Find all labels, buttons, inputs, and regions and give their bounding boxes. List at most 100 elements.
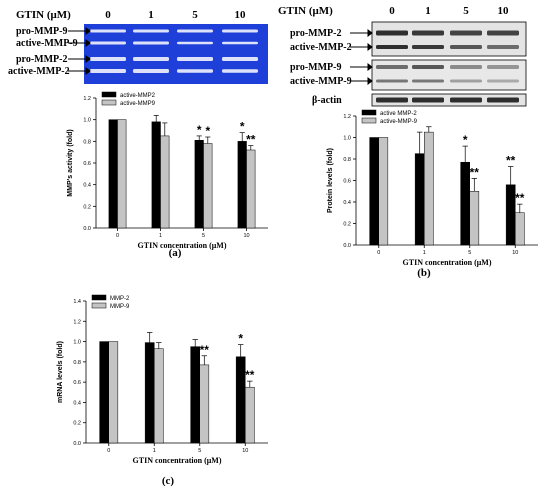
bar-active-mmp2	[194, 140, 204, 229]
western-band	[412, 45, 444, 49]
legend-label: active-MMP-9	[380, 119, 418, 125]
y-tick-label: 1.2	[343, 114, 351, 120]
zymogram-band-label: pro-MMP-2	[16, 54, 67, 65]
significance-mark: *	[240, 120, 245, 134]
western-band	[487, 79, 519, 83]
legend-swatch	[101, 91, 117, 98]
western-lane-label: 10	[498, 5, 510, 17]
x-tick-label: 1	[423, 250, 426, 256]
western-band	[450, 79, 482, 83]
western-band	[450, 30, 482, 36]
western-band-label: active-MMP-9	[290, 76, 352, 87]
zymogram-band	[90, 57, 126, 61]
panel-label-c: (c)	[162, 475, 175, 487]
bar-active-mmp-9	[378, 137, 389, 246]
legend-label: MMP-9	[110, 304, 130, 310]
western-band-label: active-MMP-2	[290, 42, 352, 53]
western-band	[412, 97, 444, 103]
bar-active-mmp9	[246, 149, 256, 229]
significance-mark: *	[238, 332, 243, 346]
y-tick-label: 1.0	[73, 340, 81, 346]
x-axis-label: GTIN concentration (μM)	[133, 456, 222, 465]
western-band	[412, 65, 444, 69]
zymogram-header: GTIN (μM)	[16, 9, 71, 21]
significance-mark: **	[200, 343, 210, 357]
western-band-label: pro-MMP-2	[290, 28, 341, 39]
y-tick-label: 0.8	[73, 360, 81, 366]
zymogram-bands	[90, 29, 258, 73]
bar-mmp-2	[190, 346, 200, 444]
legend-swatch	[101, 99, 117, 106]
y-tick-label: 0.2	[83, 204, 91, 210]
western-band	[412, 79, 444, 83]
legend-label: active-MMP9	[120, 101, 156, 107]
bar-active-mmp-9	[469, 191, 480, 246]
x-tick-label: 1	[153, 448, 156, 454]
y-tick-label: 0.4	[73, 400, 81, 406]
western-header: GTIN (μM)	[278, 5, 333, 17]
y-tick-label: 0.0	[73, 441, 81, 447]
y-tick-label: 0.8	[343, 157, 351, 163]
legend-label: MMP-2	[110, 296, 130, 302]
zymogram-band	[177, 57, 213, 61]
zymogram-band	[222, 69, 258, 73]
zymogram-gel	[84, 24, 268, 84]
bar-mmp-9	[108, 341, 119, 444]
y-tick-label: 0.8	[83, 139, 91, 145]
bar-active-mmp2	[237, 141, 247, 229]
legend-swatch	[91, 302, 107, 309]
bar-active-mmp-2	[414, 153, 425, 246]
y-tick-label: 1.2	[83, 96, 91, 102]
legend-label: active-MMP2	[120, 93, 156, 99]
y-axis-label: Protein levels (fold)	[327, 148, 334, 213]
zymogram-band	[90, 41, 126, 45]
western-band	[487, 30, 519, 36]
zymogram-band	[90, 29, 126, 33]
x-tick-label: 0	[107, 448, 110, 454]
significance-mark: *	[205, 124, 210, 138]
legend-swatch	[91, 294, 107, 301]
zymogram-lane-label: 5	[192, 9, 198, 21]
significance-mark: **	[246, 133, 256, 147]
x-axis-label: GTIN concentration (μM)	[403, 258, 492, 267]
chart-a: 0.0 0.2 0.4 0.6 0.8 1.0 1.2 MMP's activity (fol…	[67, 91, 268, 250]
y-tick-label: 1.0	[343, 136, 351, 142]
y-axis-label: MMP's activity (fold)	[67, 129, 74, 196]
zymogram-band	[133, 29, 169, 33]
bar-active-mmp9	[203, 143, 213, 229]
western-band-label: β-actin	[312, 95, 342, 106]
significance-mark: **	[470, 165, 480, 179]
x-tick-label: 1	[159, 233, 162, 239]
zymogram-lane-label: 1	[148, 9, 154, 21]
western-band	[487, 97, 519, 103]
western-blot-mmp2	[371, 21, 527, 57]
legend-swatch	[361, 109, 377, 116]
zymogram-band-label: active-MMP-2	[8, 66, 70, 77]
bar-active-mmp9	[160, 135, 170, 229]
western-band	[487, 65, 519, 69]
y-tick-label: 1.4	[73, 299, 81, 305]
western-arrows	[350, 29, 373, 85]
zymogram-band-label: active-MMP-9	[16, 38, 78, 49]
bar-active-mmp-2	[505, 184, 516, 246]
bar-mmp-2	[144, 342, 155, 444]
x-tick-label: 0	[377, 250, 380, 256]
bar-active-mmp-9	[515, 212, 525, 246]
western-lane-label: 5	[463, 5, 469, 17]
western-bands	[376, 30, 519, 103]
y-tick-label: 0.0	[83, 226, 91, 232]
x-tick-label: 0	[116, 233, 119, 239]
bar-mmp-2	[235, 356, 246, 444]
significance-mark: *	[463, 133, 468, 147]
western-band	[376, 30, 408, 36]
western-band	[450, 97, 482, 103]
bar-active-mmp-2	[460, 161, 470, 246]
western-panel: GTIN (μM) 0 1 5 10 pro-MMP-2 active-MMP-…	[278, 5, 527, 107]
y-tick-label: 0.6	[83, 161, 91, 167]
y-tick-label: 0.4	[83, 183, 91, 189]
zymogram-band	[133, 69, 169, 73]
bar-active-mmp2	[151, 121, 161, 229]
bar-active-mmp2	[108, 119, 118, 229]
bar-mmp-9	[154, 348, 164, 444]
